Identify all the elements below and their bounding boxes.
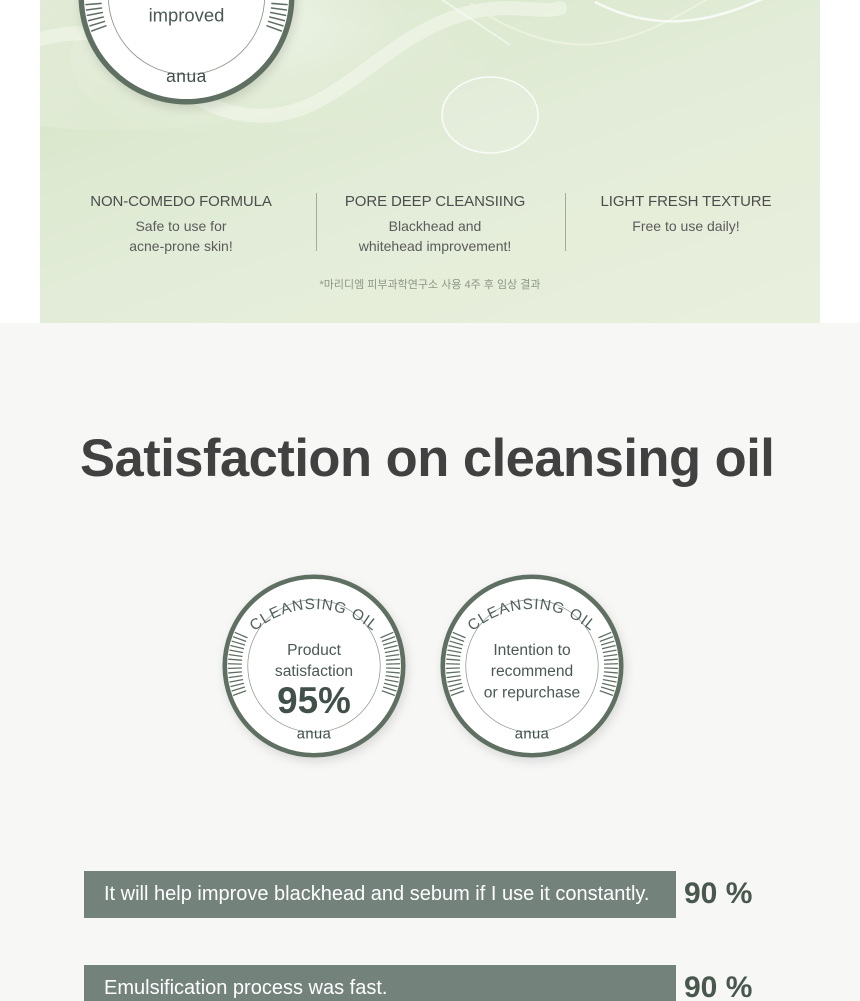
svg-text:anua: anua — [515, 727, 550, 743]
svg-text:Product: Product — [287, 642, 342, 659]
svg-text:Intention to: Intention to — [493, 642, 571, 659]
svg-text:improved: improved — [149, 4, 225, 25]
svg-text:satisfaction: satisfaction — [275, 663, 353, 680]
svg-text:recommend: recommend — [491, 663, 574, 680]
svg-text:95%: 95% — [277, 680, 351, 721]
svg-text:or repurchase: or repurchase — [484, 684, 580, 701]
svg-text:anua: anua — [166, 66, 207, 86]
svg-text:anua: anua — [297, 727, 332, 743]
